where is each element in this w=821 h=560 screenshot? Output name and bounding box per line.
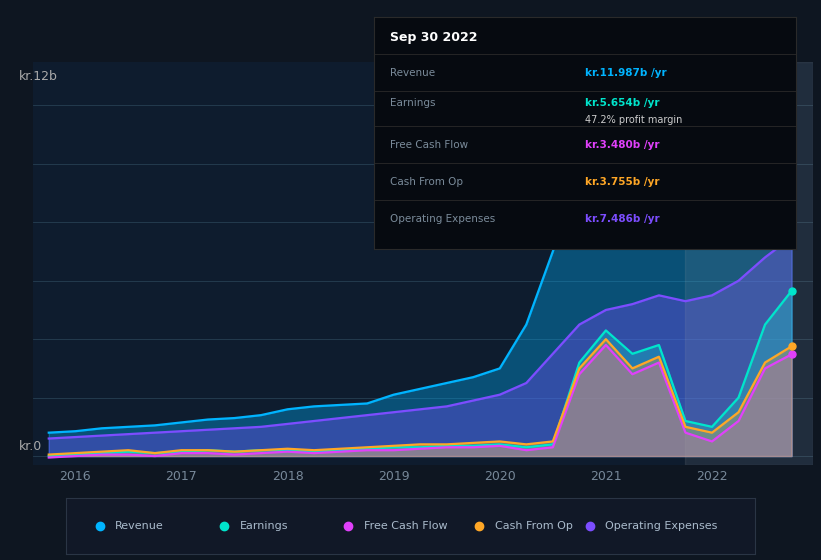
Text: kr.7.486b /yr: kr.7.486b /yr [585, 214, 659, 224]
Text: kr.3.755b /yr: kr.3.755b /yr [585, 177, 659, 187]
Text: Free Cash Flow: Free Cash Flow [364, 521, 447, 531]
Text: 47.2% profit margin: 47.2% profit margin [585, 115, 682, 125]
Text: Earnings: Earnings [240, 521, 288, 531]
Bar [686, 62, 813, 465]
Text: Free Cash Flow: Free Cash Flow [391, 139, 469, 150]
Text: kr.12b: kr.12b [19, 69, 57, 83]
Text: Cash From Op: Cash From Op [494, 521, 572, 531]
Text: kr.5.654b /yr: kr.5.654b /yr [585, 98, 659, 108]
Text: kr.3.480b /yr: kr.3.480b /yr [585, 139, 659, 150]
Text: Revenue: Revenue [115, 521, 164, 531]
Text: Earnings: Earnings [391, 98, 436, 108]
Text: Sep 30 2022: Sep 30 2022 [391, 31, 478, 44]
Text: kr.11.987b /yr: kr.11.987b /yr [585, 68, 667, 78]
Text: kr.0: kr.0 [19, 440, 42, 452]
Text: Cash From Op: Cash From Op [391, 177, 464, 187]
Text: Operating Expenses: Operating Expenses [391, 214, 496, 224]
Text: Revenue: Revenue [391, 68, 436, 78]
Text: Operating Expenses: Operating Expenses [605, 521, 718, 531]
